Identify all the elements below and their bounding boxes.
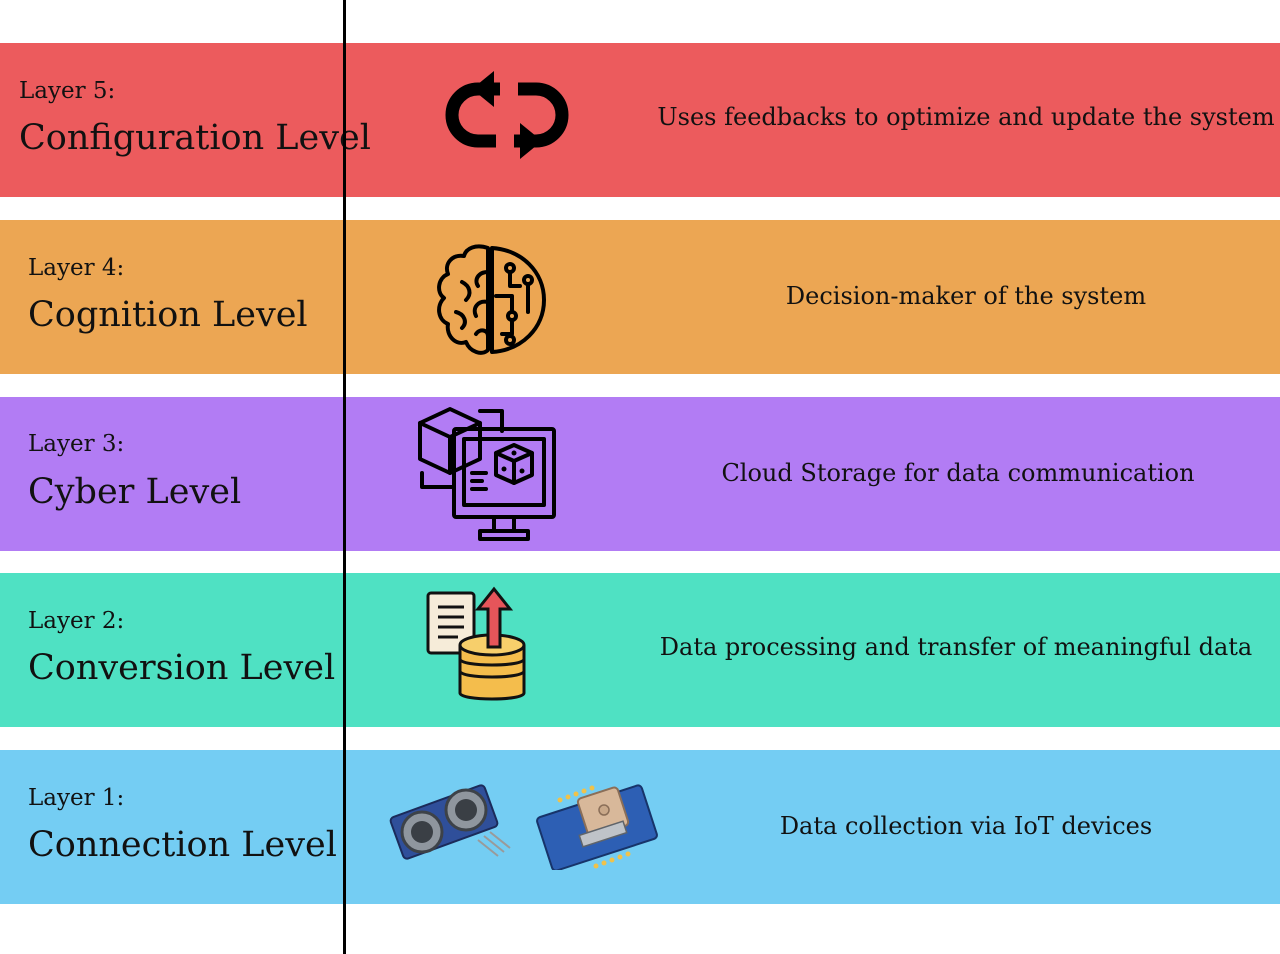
vertical-divider bbox=[343, 0, 346, 954]
layer-3-number: Layer 3: bbox=[28, 431, 125, 457]
layer-4-number: Layer 4: bbox=[28, 255, 125, 281]
layer-1-band: Layer 1: Connection Level Data collectio bbox=[0, 750, 1280, 904]
iot-sensor-modules-icon bbox=[389, 784, 658, 870]
layer-5-number: Layer 5: bbox=[19, 78, 116, 104]
layer-3-name: Cyber Level bbox=[28, 472, 242, 512]
layer-2-name: Conversion Level bbox=[28, 648, 336, 688]
layer-1-name: Connection Level bbox=[28, 825, 337, 865]
monitor-cube-icon bbox=[418, 407, 556, 541]
document-database-upload-icon bbox=[426, 586, 526, 701]
layer-3-band: Layer 3: Cyber Level Cloud Storage for d… bbox=[0, 397, 1280, 551]
layer-1-number: Layer 1: bbox=[28, 785, 125, 811]
layer-5-description: Uses feedbacks to optimize and update th… bbox=[657, 103, 1275, 131]
layer-4-name: Cognition Level bbox=[28, 295, 308, 335]
layer-5-band: Layer 5: Configuration Level Uses feedba… bbox=[0, 43, 1280, 197]
brain-circuit-icon bbox=[437, 244, 546, 355]
layer-2-number: Layer 2: bbox=[28, 608, 125, 634]
layer-5-name: Configuration Level bbox=[19, 118, 371, 158]
refresh-cycle-icon bbox=[445, 71, 569, 159]
layer-3-description: Cloud Storage for data communication bbox=[721, 459, 1195, 487]
layer-4-description: Decision-maker of the system bbox=[785, 282, 1147, 310]
layer-2-band: Layer 2: Conversion Level Data processin… bbox=[0, 573, 1280, 727]
layer-1-description: Data collection via IoT devices bbox=[779, 812, 1153, 840]
layer-4-band: Layer 4: Cognition Level Decision-maker … bbox=[0, 220, 1280, 374]
layer-2-description: Data processing and transfer of meaningf… bbox=[659, 633, 1253, 661]
